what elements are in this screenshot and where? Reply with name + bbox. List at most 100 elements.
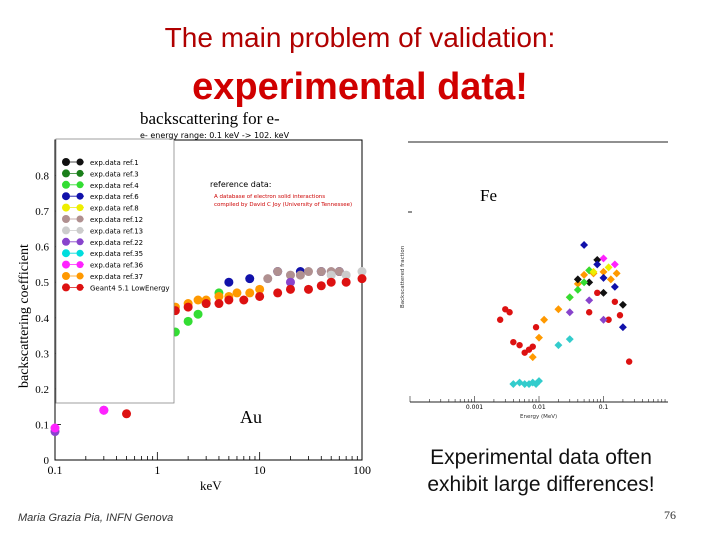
data-point (183, 302, 193, 312)
left-chart-subtitle: e- energy range: 0.1 keV -> 102. keV (140, 131, 290, 140)
right-data-point (532, 324, 540, 331)
right-data-point (599, 267, 608, 276)
right-data-point (589, 267, 598, 276)
y-tick-label: 0.4 (35, 313, 49, 325)
right-y-axis-label: Backscattered fraction (400, 245, 406, 308)
legend-marker (76, 169, 84, 177)
data-point (303, 267, 313, 277)
data-point (214, 291, 224, 301)
y-tick-label: 0.5 (35, 277, 49, 289)
plot-frame (54, 139, 363, 461)
right-data-point (585, 309, 593, 316)
legend-label: exp.data ref.4 (90, 182, 139, 190)
right-data-point (520, 380, 529, 389)
data-point (316, 281, 326, 291)
right-data-point (616, 312, 624, 319)
y-tick-label: 0.1 (35, 419, 49, 431)
right-data-point (573, 285, 582, 294)
right-data-point (535, 333, 543, 342)
right-data-point (594, 289, 601, 297)
data-point (99, 405, 109, 415)
title-line-1: The main problem of validation: (164, 22, 556, 53)
data-point (303, 284, 313, 294)
data-point (273, 288, 283, 298)
reference-line-2: compiled by David C Joy (University of T… (214, 202, 352, 208)
caption-line-1: Experimental data often (430, 446, 652, 469)
right-data-point (565, 335, 574, 344)
data-point (341, 270, 351, 280)
caption: Experimental data often exhibit large di… (396, 444, 686, 498)
x-tick-label: 1 (154, 463, 160, 477)
data-point (224, 295, 234, 305)
right-data-point (605, 316, 612, 323)
right-data-point (516, 341, 523, 349)
right-data-point (580, 270, 589, 279)
right-data-point (612, 269, 621, 278)
legend-marker (76, 283, 84, 291)
legend-label: exp.data ref.22 (90, 239, 143, 247)
legend-label: exp.data ref.6 (90, 193, 139, 201)
right-data-point (540, 315, 549, 324)
y-tick-label: 0.7 (35, 206, 49, 218)
right-data-point (528, 353, 537, 362)
right-chart: 0.001 0.01 0.1 Fe Energy (MeV) Backscatter… (400, 141, 668, 420)
data-point (316, 267, 326, 277)
data-point (273, 267, 283, 277)
right-x-tick-label: 0.01 (532, 404, 546, 411)
right-data-point (611, 298, 619, 305)
legend-label: exp.data ref.36 (90, 262, 144, 270)
right-data-point (496, 316, 504, 323)
legend-label: exp.data ref.37 (90, 273, 143, 281)
reference-line-1: A database of electron solid interaction… (214, 194, 325, 200)
right-data-point (625, 358, 633, 365)
material-label-fe: Fe (480, 186, 497, 205)
data-point (224, 277, 234, 287)
data-point (245, 274, 255, 284)
right-data-point (606, 275, 615, 284)
data-point (255, 291, 265, 301)
data-point (285, 270, 295, 280)
legend-label: exp.data ref.35 (90, 250, 143, 258)
legend-marker (76, 158, 84, 166)
x-tick-label: 10 (254, 463, 266, 477)
title-line-2: experimental data! (192, 66, 528, 108)
right-data-point (565, 308, 574, 317)
data-point (285, 277, 295, 287)
data-point (334, 267, 344, 277)
data-point (193, 309, 203, 319)
right-x-tick-label: 0.1 (599, 404, 609, 411)
reference-heading: reference data: (210, 180, 271, 189)
right-data-point (565, 293, 574, 302)
legend-label: exp.data ref.8 (90, 205, 139, 213)
legend-marker (76, 226, 84, 234)
data-point (193, 295, 203, 305)
page-number: 76 (664, 508, 676, 522)
right-data-point (618, 323, 627, 332)
right-data-point (618, 300, 627, 309)
right-data-point (604, 263, 613, 272)
x-tick-label: 100 (353, 463, 371, 477)
data-point (285, 284, 295, 294)
caption-line-2: exhibit large differences! (427, 473, 655, 496)
legend-marker (76, 181, 84, 189)
y-tick-label: 0 (44, 455, 50, 467)
data-point (326, 277, 336, 287)
right-data-point (506, 309, 513, 316)
data-point (232, 288, 242, 298)
right-data-point (599, 273, 608, 282)
right-data-point (599, 254, 608, 263)
legend-box (55, 138, 175, 404)
y-axis-label: backscattering coefficient (17, 244, 32, 388)
right-data-point (573, 279, 582, 288)
right-data-point (554, 305, 563, 314)
data-point (263, 274, 273, 284)
right-data-point (610, 260, 619, 269)
y-tick-label: 0.6 (35, 242, 49, 254)
right-data-point (580, 278, 589, 287)
data-point (295, 270, 305, 280)
right-data-point (599, 315, 608, 324)
legend-marker (76, 215, 84, 223)
right-x-tick-label: 0.001 (466, 404, 483, 411)
data-point (50, 423, 60, 433)
